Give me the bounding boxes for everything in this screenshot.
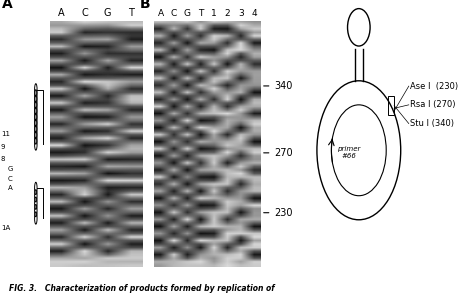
Text: 340: 340 <box>274 81 292 91</box>
Text: 230: 230 <box>274 208 293 218</box>
Text: FIG. 3.   Characterization of products formed by replication of: FIG. 3. Characterization of products for… <box>9 284 275 293</box>
Text: 8: 8 <box>1 156 6 162</box>
Text: C: C <box>8 176 12 181</box>
Text: B: B <box>139 0 150 11</box>
Text: A: A <box>2 0 12 11</box>
Text: 270: 270 <box>274 148 293 158</box>
Text: primer
#66: primer #66 <box>337 146 361 159</box>
Text: G: G <box>8 166 13 172</box>
Text: 1A: 1A <box>1 225 10 231</box>
Text: Rsa I (270): Rsa I (270) <box>410 100 456 109</box>
Text: Stu I (340): Stu I (340) <box>410 119 455 128</box>
Text: A: A <box>8 185 12 192</box>
Bar <box>388 96 394 115</box>
Text: Ase I  (230): Ase I (230) <box>410 82 458 91</box>
Text: 9: 9 <box>1 143 6 149</box>
Text: 11: 11 <box>1 131 10 137</box>
